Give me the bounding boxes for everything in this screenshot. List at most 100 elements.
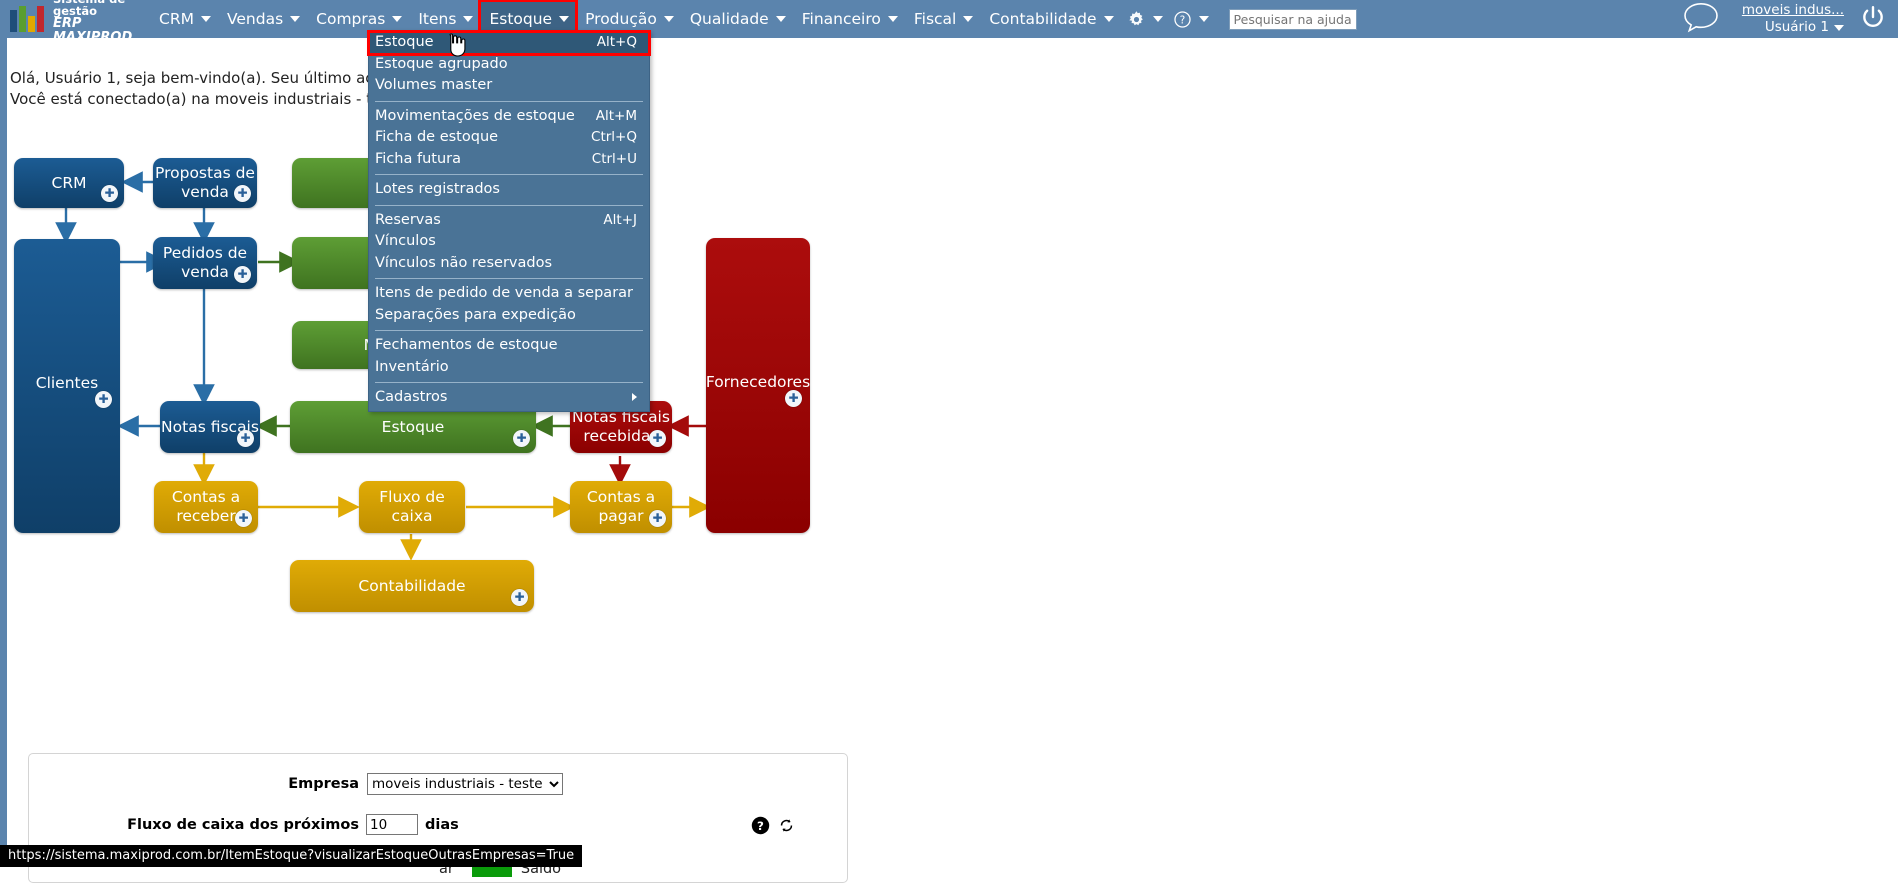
- flow-node-label: Clientes: [36, 374, 98, 393]
- page-content: Olá, Usuário 1, seja bem-vindo(a). Seu ú…: [0, 38, 1898, 867]
- chevron-down-icon: [776, 16, 786, 22]
- menu-item-separacoes-para-expedicao[interactable]: Separações para expedição: [369, 305, 649, 327]
- menu-item-movimentacoes-de-estoque[interactable]: Movimentações de estoque Alt+M: [369, 106, 649, 128]
- menu-item-label: Estoque: [375, 34, 434, 50]
- flow-node-label: CRM: [52, 174, 87, 193]
- add-icon[interactable]: [235, 510, 252, 527]
- add-icon[interactable]: [95, 391, 112, 408]
- nav-item-qualidade[interactable]: Qualidade: [681, 1, 793, 37]
- user-info[interactable]: moveis indus... Usuário 1: [1742, 2, 1844, 36]
- menu-item-label: Vínculos: [375, 233, 436, 249]
- nav-label-compras: Compras: [316, 10, 385, 28]
- help-circle-icon[interactable]: ?: [751, 816, 770, 835]
- chevron-down-icon: [392, 16, 402, 22]
- flow-node-label: Contabilidade: [358, 577, 465, 596]
- menu-item-vinculos[interactable]: Vínculos: [369, 231, 649, 253]
- add-icon[interactable]: [234, 185, 251, 202]
- menu-item-estoque-agrupado[interactable]: Estoque agrupado: [369, 54, 649, 76]
- flow-node-propostas-venda[interactable]: Propostas de venda: [153, 158, 257, 208]
- flow-node-pedidos-venda[interactable]: Pedidos de venda: [153, 237, 257, 289]
- add-icon[interactable]: [649, 510, 666, 527]
- add-icon[interactable]: [101, 185, 118, 202]
- nav-item-financeiro[interactable]: Financeiro: [793, 1, 905, 37]
- svg-text:?: ?: [1179, 14, 1184, 26]
- menu-item-ficha-futura[interactable]: Ficha futura Ctrl+U: [369, 149, 649, 171]
- menu-item-lotes-registrados[interactable]: Lotes registrados: [369, 179, 649, 201]
- menu-item-ficha-de-estoque[interactable]: Ficha de estoque Ctrl+Q: [369, 127, 649, 149]
- flow-node-clientes[interactable]: Clientes: [14, 239, 120, 533]
- menu-item-label: Estoque agrupado: [375, 56, 508, 72]
- menu-item-vinculos-nao-reservados[interactable]: Vínculos não reservados: [369, 253, 649, 275]
- empresa-select[interactable]: moveis industriais - teste Jon -: [367, 773, 563, 795]
- chat-bubble-icon[interactable]: [1682, 1, 1720, 37]
- question-circle-icon: ?: [1173, 10, 1192, 29]
- menu-separator: [375, 330, 643, 331]
- chevron-right-icon: [632, 393, 637, 401]
- chevron-down-icon: [559, 16, 569, 22]
- nav-item-help[interactable]: ?: [1167, 1, 1213, 38]
- chevron-down-icon: [1834, 25, 1844, 31]
- nav-item-fiscal[interactable]: Fiscal: [905, 1, 981, 37]
- menu-item-fechamentos-de-estoque[interactable]: Fechamentos de estoque: [369, 335, 649, 357]
- flow-node-fluxo-caixa[interactable]: Fluxo de caixa: [359, 481, 465, 533]
- logo-bars-icon: [10, 6, 46, 32]
- menu-item-itens-pedido-venda-separar[interactable]: Itens de pedido de venda a separar: [369, 283, 649, 305]
- add-icon[interactable]: [649, 430, 666, 447]
- nav-item-vendas[interactable]: Vendas: [218, 1, 307, 37]
- flow-node-contabilidade[interactable]: Contabilidade: [290, 560, 534, 612]
- menu-item-label: Fechamentos de estoque: [375, 337, 558, 353]
- menu-item-shortcut: Alt+M: [596, 108, 637, 124]
- add-icon[interactable]: [513, 430, 530, 447]
- add-icon[interactable]: [785, 390, 802, 407]
- menu-item-reservas[interactable]: Reservas Alt+J: [369, 210, 649, 232]
- menu-item-label: Itens de pedido de venda a separar: [375, 285, 633, 301]
- flow-node-contas-pagar[interactable]: Contas a pagar: [570, 481, 672, 533]
- menu-item-inventario[interactable]: Inventário: [369, 357, 649, 379]
- flow-node-label: Fluxo de caixa: [359, 488, 465, 526]
- flow-node-fornecedores[interactable]: Fornecedores: [706, 238, 810, 533]
- fluxo-caixa-label: Fluxo de caixa dos próximos: [29, 817, 359, 833]
- brand-line-2: ERP MAXIPROD: [53, 17, 150, 44]
- menu-item-label: Cadastros: [375, 389, 447, 405]
- menu-item-shortcut: Ctrl+U: [592, 151, 637, 167]
- flow-node-crm[interactable]: CRM: [14, 158, 124, 208]
- menu-item-volumes-master[interactable]: Volumes master: [369, 75, 649, 97]
- flow-node-notas-fiscais[interactable]: Notas fiscais: [160, 401, 260, 453]
- refresh-icon[interactable]: [778, 817, 795, 834]
- menu-separator: [375, 174, 643, 175]
- nav-label-itens: Itens: [418, 10, 456, 28]
- menu-item-label: Ficha futura: [375, 151, 461, 167]
- dias-input[interactable]: [366, 814, 418, 835]
- user-company[interactable]: moveis indus...: [1742, 2, 1844, 19]
- add-icon[interactable]: [237, 430, 254, 447]
- svg-text:?: ?: [757, 819, 764, 833]
- power-icon[interactable]: [1860, 4, 1886, 34]
- menu-item-label: Movimentações de estoque: [375, 108, 575, 124]
- nav-item-settings[interactable]: [1121, 1, 1167, 38]
- menu-item-label: Volumes master: [375, 77, 492, 93]
- menu-item-label: Separações para expedição: [375, 307, 576, 323]
- flow-node-contas-receber[interactable]: Contas a receber: [154, 481, 258, 533]
- top-navigation-bar: Sistema de gestão ERP MAXIPROD CRM Venda…: [0, 0, 1898, 38]
- menu-separator: [375, 205, 643, 206]
- nav-label-qualidade: Qualidade: [690, 10, 769, 28]
- chevron-down-icon: [664, 16, 674, 22]
- add-icon[interactable]: [511, 589, 528, 606]
- menu-item-shortcut: Ctrl+Q: [591, 129, 637, 145]
- empresa-label: Empresa: [29, 776, 359, 792]
- chevron-down-icon: [463, 16, 473, 22]
- chevron-down-icon: [963, 16, 973, 22]
- menu-item-cadastros[interactable]: Cadastros: [369, 387, 649, 409]
- status-bar-url: https://sistema.maxiprod.com.br/ItemEsto…: [0, 845, 582, 867]
- menu-item-shortcut: Alt+Q: [597, 34, 637, 50]
- app-logo[interactable]: Sistema de gestão ERP MAXIPROD: [0, 0, 150, 45]
- menu-item-estoque[interactable]: Estoque Alt+Q: [369, 32, 649, 54]
- menu-separator: [375, 101, 643, 102]
- nav-item-crm[interactable]: CRM: [150, 1, 218, 37]
- chevron-down-icon: [201, 16, 211, 22]
- gear-icon: [1127, 10, 1146, 29]
- chevron-down-icon: [1153, 16, 1163, 22]
- nav-item-contabilidade[interactable]: Contabilidade: [980, 1, 1120, 37]
- add-icon[interactable]: [234, 266, 251, 283]
- search-input[interactable]: [1229, 9, 1357, 30]
